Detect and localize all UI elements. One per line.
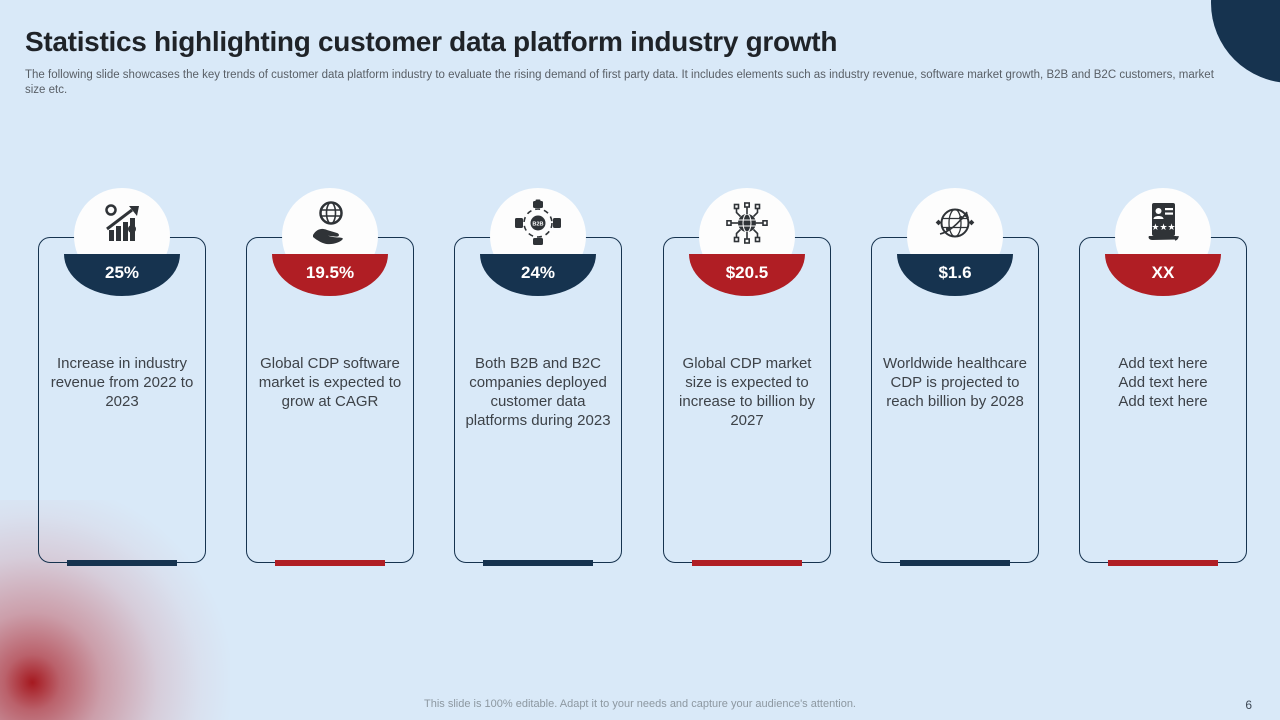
stat-value: $1.6 xyxy=(938,263,972,282)
stat-value-badge: $1.6 xyxy=(897,254,1013,296)
stat-description: Add text here Add text here Add text her… xyxy=(1118,355,1208,410)
card-accent-bar xyxy=(67,560,177,566)
stat-description: Worldwide healthcare CDP is projected to… xyxy=(883,355,1027,410)
stat-value: 25% xyxy=(104,263,140,282)
stat-value-badge: 24% xyxy=(480,254,596,296)
stat-card-healthcare-cdp: $1.6 Worldwide healthcare CDP is project… xyxy=(871,188,1039,566)
globe-in-hand-icon xyxy=(313,201,343,245)
page-subtitle: The following slide showcases the key tr… xyxy=(25,69,1214,96)
global-orbit-icon xyxy=(935,208,975,238)
stat-description: Global CDP software market is expected t… xyxy=(258,355,402,410)
stat-description: Increase in industry revenue from 2022 t… xyxy=(50,355,194,410)
b2b-network-icon: B2B xyxy=(515,199,561,245)
stat-card-market-size: $20.5 Global CDP market size is expected… xyxy=(663,188,831,566)
svg-text:★★★: ★★★ xyxy=(1151,222,1175,232)
growth-chart-icon xyxy=(105,204,139,241)
card-accent-bar xyxy=(1108,560,1218,566)
stat-value: 19.5% xyxy=(305,263,355,282)
stat-value-badge: 19.5% xyxy=(272,254,388,296)
stat-card-placeholder: ★★★ XX Add text here Add text here Add t… xyxy=(1079,188,1247,566)
card-accent-bar xyxy=(483,560,593,566)
stat-card-industry-revenue: 25% Increase in industry revenue from 20… xyxy=(38,188,206,566)
editable-note: This slide is 100% editable. Adapt it to… xyxy=(424,698,856,710)
stat-value: 24% xyxy=(520,263,556,282)
stat-value: XX xyxy=(1151,263,1175,282)
stat-card-b2b-b2c: B2B 24% Both B2B and B2C companies deplo… xyxy=(454,188,622,566)
page-number: 6 xyxy=(1245,698,1252,712)
card-accent-bar xyxy=(275,560,385,566)
svg-text:B2B: B2B xyxy=(532,221,543,227)
digital-globe-icon xyxy=(726,202,768,244)
stat-value-badge: $20.5 xyxy=(689,254,805,296)
stat-value: $20.5 xyxy=(725,263,769,282)
stat-description: Both B2B and B2C companies deployed cust… xyxy=(465,355,611,429)
stat-value-badge: XX xyxy=(1105,254,1221,296)
stat-description: Global CDP market size is expected to in… xyxy=(679,355,815,429)
stat-value-badge: 25% xyxy=(64,254,180,296)
card-accent-bar xyxy=(692,560,802,566)
page-title: Statistics highlighting customer data pl… xyxy=(25,26,838,57)
stat-card-software-market: 19.5% Global CDP software market is expe… xyxy=(246,188,414,566)
customer-review-icon: ★★★ xyxy=(1148,203,1179,241)
card-accent-bar xyxy=(900,560,1010,566)
